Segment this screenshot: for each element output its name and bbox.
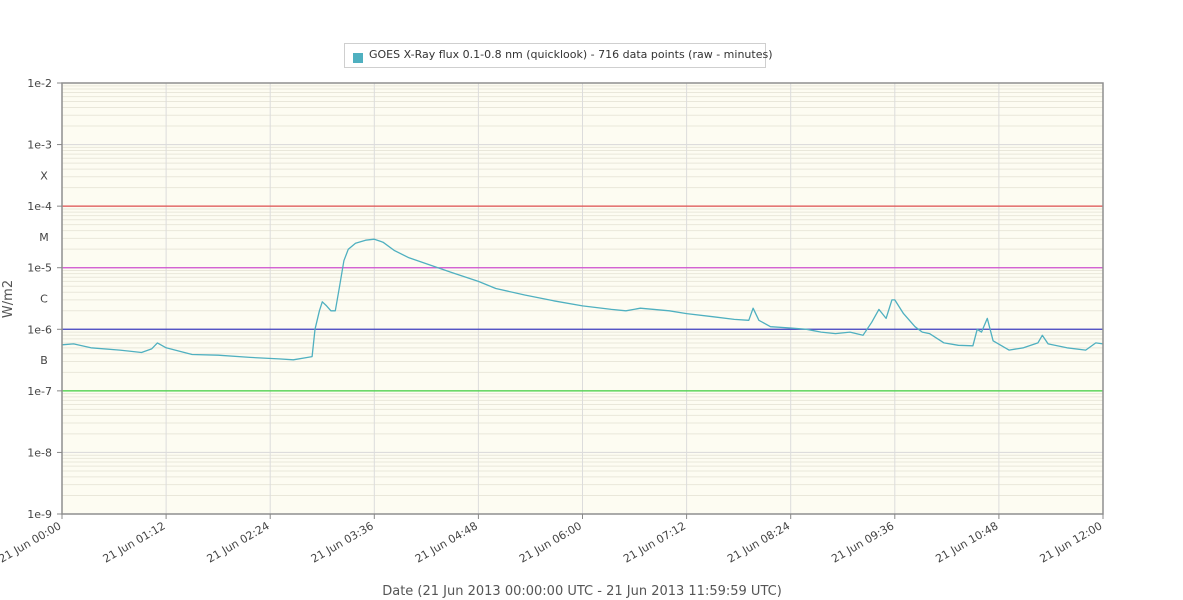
y-axis-label: W/m2 — [1, 280, 16, 318]
series-line-xray-flux — [61, 238, 1104, 361]
x-tick-label: 21 Jun 08:24 — [725, 519, 792, 565]
x-axis: 21 Jun 00:00 21 Jun 01:12 21 Jun 02:24 21 J… — [0, 514, 1105, 566]
y-tick-label: 1e-3 — [27, 139, 52, 152]
x-tick-label: 21 Jun 03:36 — [309, 519, 376, 565]
series-layer — [61, 238, 1104, 361]
y-tick-label: 1e-6 — [27, 323, 52, 336]
x-tick-label: 21 Jun 00:00 — [0, 519, 63, 565]
x-tick-label: 21 Jun 04:48 — [413, 519, 480, 565]
legend-swatch — [353, 53, 363, 63]
y-tick-label: 1e-4 — [27, 200, 52, 213]
flare-class-label: B — [40, 354, 48, 367]
x-tick-label: 21 Jun 07:12 — [621, 519, 688, 565]
y-tick-label: 1e-5 — [27, 262, 52, 275]
y-tick-label: 1e-2 — [27, 77, 52, 90]
y-tick-label: 1e-9 — [27, 508, 52, 521]
legend-entry: GOES X-Ray flux 0.1-0.8 nm (quicklook) -… — [369, 48, 773, 61]
x-tick-label: 21 Jun 10:48 — [933, 519, 1000, 565]
legend[interactable]: GOES X-Ray flux 0.1-0.8 nm (quicklook) -… — [344, 43, 773, 68]
y-tick-label: 1e-8 — [27, 446, 52, 459]
x-tick-label: 21 Jun 01:12 — [101, 519, 168, 565]
reference-lines — [62, 205, 1103, 392]
y-axis: 1e-2 1e-3 1e-4 1e-5 1e-6 1e-7 1e-8 1e-9 X M C B — [27, 77, 62, 521]
x-axis-label: Date (21 Jun 2013 00:00:00 UTC - 21 Jun … — [382, 584, 782, 599]
x-tick-label: 21 Jun 06:00 — [517, 519, 584, 565]
flare-class-label: C — [40, 293, 48, 306]
flare-class-label: M — [39, 231, 49, 244]
flare-class-label: X — [40, 169, 48, 182]
x-tick-label: 21 Jun 12:00 — [1037, 519, 1104, 565]
x-tick-label: 21 Jun 02:24 — [205, 519, 272, 565]
y-tick-label: 1e-7 — [27, 385, 52, 398]
x-tick-label: 21 Jun 09:36 — [829, 519, 896, 565]
